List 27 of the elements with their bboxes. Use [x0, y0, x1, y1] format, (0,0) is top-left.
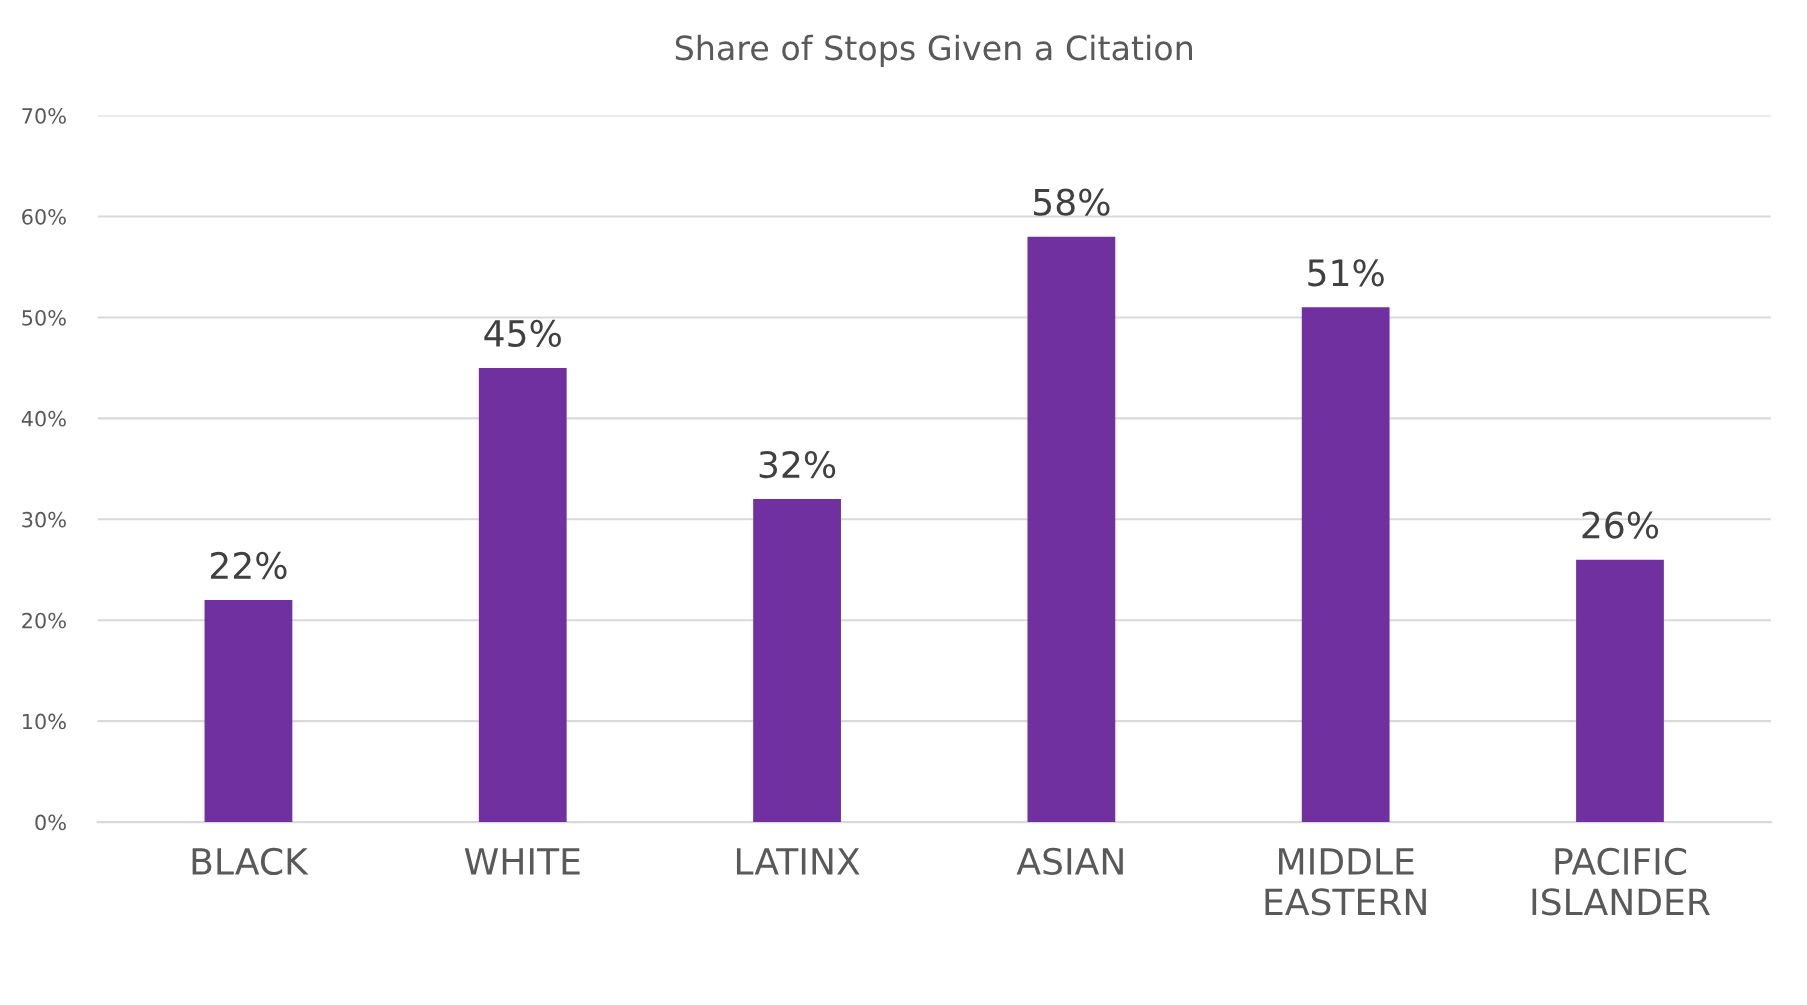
bar — [753, 499, 841, 823]
data-label: 32% — [759, 450, 836, 479]
bar — [1301, 307, 1390, 823]
x-tick-label: LATINX — [736, 848, 860, 875]
data-label: 22% — [210, 551, 287, 580]
y-tick-label: 0% — [35, 814, 66, 831]
data-label: 51% — [1308, 259, 1384, 287]
data-label: 58% — [1034, 188, 1110, 216]
x-tick-label: BLACK — [192, 847, 309, 876]
y-tick-label: 40% — [21, 410, 66, 427]
x-tick-label: PACIFIC ISLANDER — [1532, 847, 1710, 916]
y-tick-label: 70% — [22, 108, 66, 124]
y-tick-label: 30% — [22, 511, 66, 528]
y-tick-label: 60% — [22, 208, 66, 225]
x-tick-label: ASIAN — [1016, 847, 1123, 876]
bar — [478, 367, 567, 823]
chart-title: Share of Stops Given a Citation — [675, 34, 1192, 67]
y-tick-label: 10% — [23, 713, 66, 730]
y-tick-label: 50% — [22, 309, 66, 326]
bar — [1027, 236, 1116, 823]
x-tick-label: WHITE — [464, 848, 580, 875]
bar — [204, 600, 293, 823]
data-label: 45% — [484, 319, 561, 348]
bar — [1576, 559, 1664, 823]
y-tick-label: 20% — [22, 612, 66, 629]
data-label: 26% — [1582, 511, 1659, 539]
x-tick-label: MIDDLE EASTERN — [1265, 848, 1426, 916]
